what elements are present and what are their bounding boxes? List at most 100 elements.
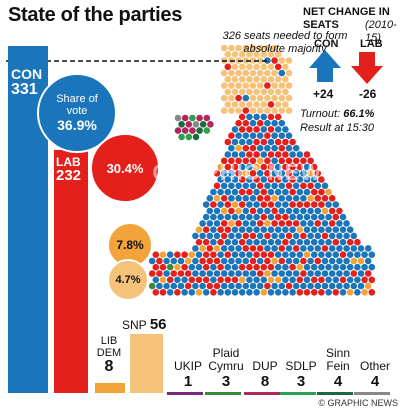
- seat-hex: [354, 276, 361, 284]
- seat-hex: [271, 257, 278, 265]
- seat-hex: [199, 220, 206, 227]
- seat-hex: [224, 213, 232, 221]
- seat-hex: [282, 163, 289, 171]
- seat-hex: [264, 107, 271, 114]
- seat-hex: [238, 263, 246, 271]
- seat-hex: [242, 94, 250, 102]
- seat-hex: [238, 76, 246, 83]
- seat-hex: [271, 207, 278, 215]
- seat-hex: [303, 263, 311, 271]
- share-con: 36.9%: [57, 117, 97, 133]
- seat-hex: [307, 257, 314, 265]
- seat-hex: [307, 207, 314, 215]
- seat-hex: [339, 213, 347, 221]
- seat-hex: [256, 94, 264, 102]
- seat-hex: [285, 57, 293, 64]
- seat-hex: [339, 238, 347, 246]
- seat-hex: [199, 257, 206, 265]
- seat-hex: [246, 63, 253, 71]
- seat-hex: [246, 238, 253, 246]
- seat-hex: [220, 220, 228, 227]
- other-party-name: DUP: [252, 359, 278, 373]
- seat-hex: [307, 170, 314, 177]
- seat-hex: [249, 119, 257, 127]
- seat-hex: [343, 220, 350, 227]
- seat-hex: [300, 270, 307, 277]
- seat-hex: [202, 238, 210, 246]
- seat-hex: [289, 138, 296, 146]
- seat-hex: [328, 220, 336, 227]
- share-label: Share of vote: [56, 93, 98, 117]
- seat-hex: [253, 263, 260, 271]
- seat-hex: [289, 289, 296, 296]
- seat-hex: [264, 245, 271, 252]
- seat-hex: [282, 188, 289, 196]
- seat-hex: [260, 263, 268, 271]
- seat-hex: [267, 213, 275, 221]
- seat-hex: [285, 195, 293, 202]
- seat-hex: [228, 282, 235, 290]
- seat-hex: [354, 238, 361, 246]
- seat-hex: [220, 94, 228, 102]
- seat-hex: [202, 201, 210, 208]
- seat-hex: [267, 188, 275, 196]
- seat-hex: [249, 257, 257, 265]
- seat-hex: [177, 257, 185, 265]
- seat-hex: [206, 257, 214, 265]
- other-party-sdlp: SDLP 3: [281, 360, 321, 390]
- bar-con-party: CON: [11, 66, 43, 82]
- seat-hex: [238, 176, 246, 183]
- seat-hex: [292, 144, 300, 152]
- seat-hex: [217, 263, 224, 271]
- seat-hex: [220, 107, 228, 114]
- seat-hex: [195, 251, 203, 258]
- seat-hex: [321, 182, 329, 190]
- seat-hex: [285, 245, 293, 252]
- seat-hex: [256, 119, 264, 127]
- seat-hex: [195, 276, 203, 284]
- seat-hex: [256, 157, 264, 165]
- seat-hex: [195, 289, 203, 296]
- seat-hex: [224, 276, 232, 284]
- seat-hex: [332, 201, 340, 208]
- seat-hex: [289, 201, 296, 208]
- seat-hex: [253, 176, 260, 183]
- seat-hex: [238, 163, 246, 171]
- seat-hex: [220, 195, 228, 202]
- seat-hex: [343, 270, 350, 277]
- seat-hex: [228, 132, 235, 139]
- seat-hex: [274, 263, 282, 271]
- seat-hex: [318, 213, 325, 221]
- seat-hex: [246, 163, 253, 171]
- seat-hex: [282, 226, 289, 233]
- seat-hex: [325, 226, 332, 233]
- seat-hex: [282, 76, 289, 83]
- seat-hex: [235, 119, 242, 127]
- seat-hex: [220, 170, 228, 177]
- seat-hex: [231, 51, 239, 58]
- seat-hex: [231, 263, 239, 271]
- other-party-other: Other 4: [355, 360, 395, 390]
- seat-hex: [199, 245, 206, 252]
- seat-hex: [285, 282, 293, 290]
- seat-hex: [314, 182, 322, 190]
- seat-hex: [170, 270, 178, 277]
- seat-hex: [321, 207, 329, 215]
- other-party-bar: [280, 392, 316, 395]
- seat-hex: [228, 82, 235, 89]
- seat-hex: [159, 251, 167, 258]
- seat-hex: [256, 132, 264, 139]
- seat-hex: [260, 213, 268, 221]
- seat-hex: [159, 263, 167, 271]
- seat-hex: [256, 44, 264, 52]
- seat-hex: [314, 207, 322, 215]
- seat-hex: [242, 182, 250, 190]
- seat-hex: [300, 157, 307, 165]
- seat-hex: [296, 163, 304, 171]
- seat-hex: [328, 195, 336, 202]
- seat-hex: [246, 201, 253, 208]
- seat-hex: [249, 282, 257, 290]
- seat-hex: [224, 176, 232, 183]
- seat-hex-ni: [174, 127, 182, 134]
